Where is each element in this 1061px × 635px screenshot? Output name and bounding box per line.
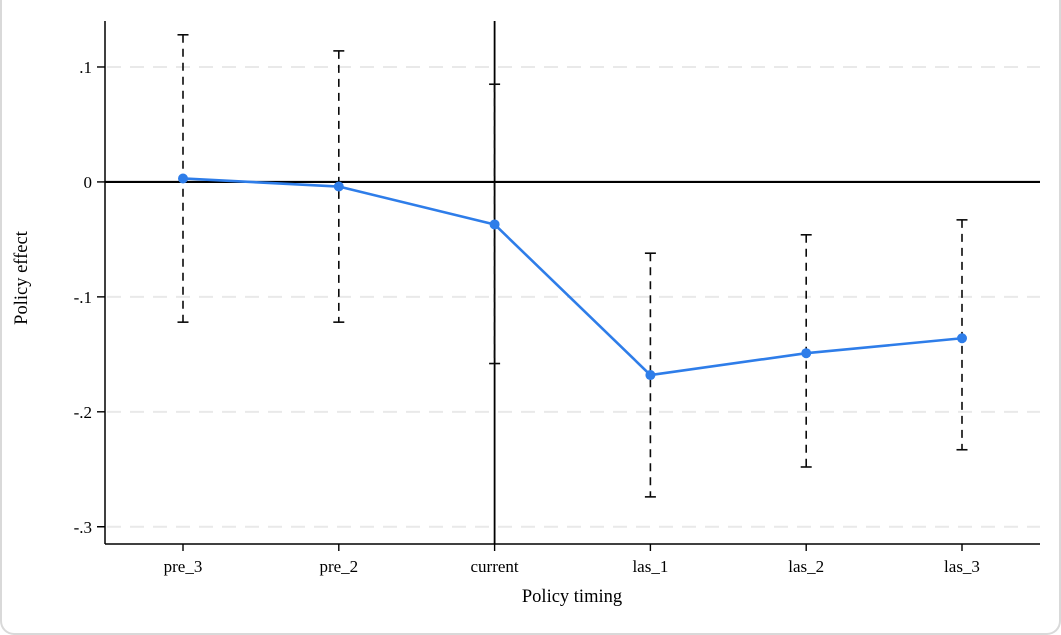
x-tick-label-las_1: las_1 xyxy=(632,557,668,576)
data-point-current xyxy=(489,219,500,230)
series-line xyxy=(182,177,963,377)
x-tick-label-pre_2: pre_2 xyxy=(319,557,358,576)
x-tick-label-las_3: las_3 xyxy=(944,557,980,576)
data-point-pre_3 xyxy=(178,173,188,184)
x-tick-label-las_2: las_2 xyxy=(788,557,824,576)
y-tick-label: -.2 xyxy=(74,403,92,422)
data-point-pre_2 xyxy=(333,181,344,192)
data-point-las_2 xyxy=(801,348,812,359)
y-tick-label: -.3 xyxy=(74,518,92,537)
x-axis-title: Policy timing xyxy=(522,587,622,607)
chart-layers: .1 0 -.1 -.2 -.3 pre_3 pre_2 current las_1 las_2 l… xyxy=(74,21,1040,576)
y-axis-title: Policy effect xyxy=(12,230,32,325)
x-tick-label-current: current xyxy=(471,557,519,576)
y-tick-label: -.1 xyxy=(74,288,92,307)
data-point-las_1 xyxy=(645,370,656,381)
data-point-las_3 xyxy=(957,333,967,344)
y-tick-label: .1 xyxy=(79,58,92,77)
x-tick-label-pre_3: pre_3 xyxy=(164,557,203,576)
y-tick-label: 0 xyxy=(84,173,93,192)
